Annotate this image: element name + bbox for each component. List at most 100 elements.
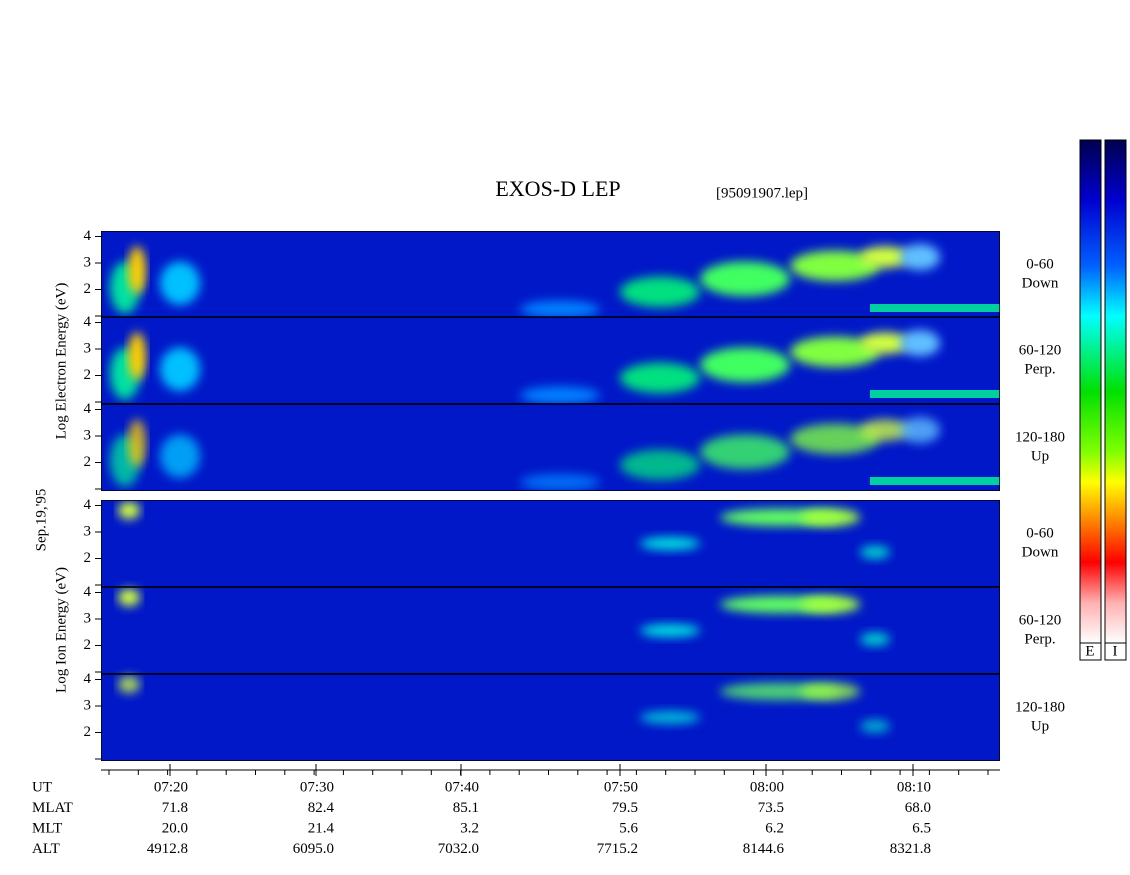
ephemeris-value: 7032.0 xyxy=(438,841,479,857)
spectrogram-flux xyxy=(118,501,140,520)
spectrogram xyxy=(101,231,1000,319)
spectrogram xyxy=(101,500,1000,588)
colorbar xyxy=(1104,139,1127,644)
spectrogram-flux xyxy=(160,434,200,478)
ephemeris-value: 4912.8 xyxy=(147,841,188,857)
ephemeris-value: 71.8 xyxy=(162,800,188,816)
ephemeris-value: 21.4 xyxy=(308,820,335,836)
panel-angle: 0-60 xyxy=(1026,256,1054,272)
panel-direction: Perp. xyxy=(1024,631,1055,647)
spectrogram-flux xyxy=(790,336,880,368)
spectrogram-flux xyxy=(128,332,146,381)
panel-angle: 60-120 xyxy=(1019,612,1062,628)
ephemeris-label: UT xyxy=(32,779,52,795)
ion-axis-label: Log Ion Energy (eV) xyxy=(53,567,69,693)
spectrogram-flux xyxy=(870,390,1000,398)
ephemeris-label: ALT xyxy=(32,841,60,857)
spectrogram-flux xyxy=(800,508,860,527)
ephemeris-value: 73.5 xyxy=(758,800,784,816)
file-name: [95091907.lep] xyxy=(716,185,808,201)
spectrogram-flux xyxy=(700,261,790,297)
spectrogram-flux xyxy=(900,330,940,357)
spectrogram-flux xyxy=(160,347,200,391)
y-tick-label: 3 xyxy=(84,254,92,270)
y-tick-label: 4 xyxy=(84,314,92,330)
y-tick-label: 3 xyxy=(84,523,92,539)
spectrogram-flux xyxy=(860,419,910,441)
y-tick-label: 2 xyxy=(84,281,92,297)
spectrogram-flux xyxy=(118,675,140,694)
spectrogram-flux xyxy=(700,434,790,470)
spectrogram-flux xyxy=(860,632,890,646)
y-tick-label: 2 xyxy=(84,454,92,470)
ephemeris-label: MLT xyxy=(32,820,62,836)
y-tick-label: 2 xyxy=(84,637,92,653)
ephemeris-value: 07:50 xyxy=(604,779,638,795)
ephemeris-value: 08:10 xyxy=(897,779,931,795)
spectrogram-flux xyxy=(790,250,880,282)
panel-angle: 120-180 xyxy=(1015,429,1065,445)
spectrogram-bg xyxy=(101,587,1000,674)
y-tick-label: 3 xyxy=(84,340,92,356)
spectrogram-flux xyxy=(870,304,1000,312)
spectrogram-flux xyxy=(620,449,700,481)
y-tick-label: 3 xyxy=(84,610,92,626)
spectrogram-flux xyxy=(790,423,880,455)
ephemeris-value: 68.0 xyxy=(905,800,931,816)
spectrogram-flux xyxy=(520,386,600,404)
panel-frame xyxy=(101,403,1000,491)
ephemeris-value: 85.1 xyxy=(453,800,479,816)
spectrogram-flux xyxy=(900,417,940,444)
y-tick-label: 3 xyxy=(84,697,92,713)
ephemeris-value: 7715.2 xyxy=(597,841,638,857)
y-tick-label: 4 xyxy=(84,584,92,600)
panel-frame xyxy=(101,673,1000,761)
spectrogram-flux xyxy=(870,477,1000,485)
spectrogram-flux xyxy=(640,536,700,551)
spectrogram-bg xyxy=(101,500,1000,587)
panel-angle: 120-180 xyxy=(1015,699,1065,715)
y-tick-label: 2 xyxy=(84,724,92,740)
ephemeris-value: 07:40 xyxy=(445,779,479,795)
ephemeris-value: 79.5 xyxy=(612,800,638,816)
spectrogram-flux xyxy=(160,261,200,305)
ephemeris-value: 08:00 xyxy=(750,779,784,795)
colorbar-box xyxy=(1104,642,1127,661)
spectrogram xyxy=(101,673,1000,761)
spectrogram-flux xyxy=(800,595,860,614)
ephemeris-value: 20.0 xyxy=(162,820,188,836)
panel-direction: Down xyxy=(1022,544,1059,560)
electron-axis-label: Log Electron Energy (eV) xyxy=(53,283,69,440)
panel-direction: Up xyxy=(1031,718,1049,734)
spectrogram-flux xyxy=(128,419,146,468)
spectrogram xyxy=(101,316,1000,405)
ephemeris-value: 82.4 xyxy=(308,800,335,816)
colorbar-label: E xyxy=(1085,643,1094,659)
ephemeris-value: 6095.0 xyxy=(293,841,334,857)
y-tick-label: 3 xyxy=(84,427,92,443)
ephemeris-value: 8144.6 xyxy=(743,841,785,857)
ephemeris-value: 3.2 xyxy=(460,820,479,836)
panel-direction: Up xyxy=(1031,448,1049,464)
y-tick-label: 4 xyxy=(84,401,92,417)
spectrogram-flux xyxy=(620,362,700,394)
colorbar xyxy=(1079,139,1102,644)
y-tick-label: 4 xyxy=(84,228,92,244)
spectrogram-flux xyxy=(900,244,940,271)
spectrogram-flux xyxy=(640,710,700,725)
date: Sep.19,'95 xyxy=(33,489,49,552)
ephemeris-value: 07:30 xyxy=(300,779,334,795)
colorbar-label: I xyxy=(1113,643,1118,659)
spectrogram-flux xyxy=(800,682,860,701)
y-tick-label: 4 xyxy=(84,497,92,513)
ephemeris-label: MLAT xyxy=(32,800,73,816)
ephemeris-value: 5.6 xyxy=(619,820,638,836)
spectrogram-flux xyxy=(520,473,600,491)
ephemeris-value: 8321.8 xyxy=(890,841,931,857)
panel-angle: 0-60 xyxy=(1026,525,1054,541)
spectrogram-flux xyxy=(118,588,140,607)
spectrogram-flux xyxy=(520,300,600,318)
y-tick-label: 2 xyxy=(84,367,92,383)
